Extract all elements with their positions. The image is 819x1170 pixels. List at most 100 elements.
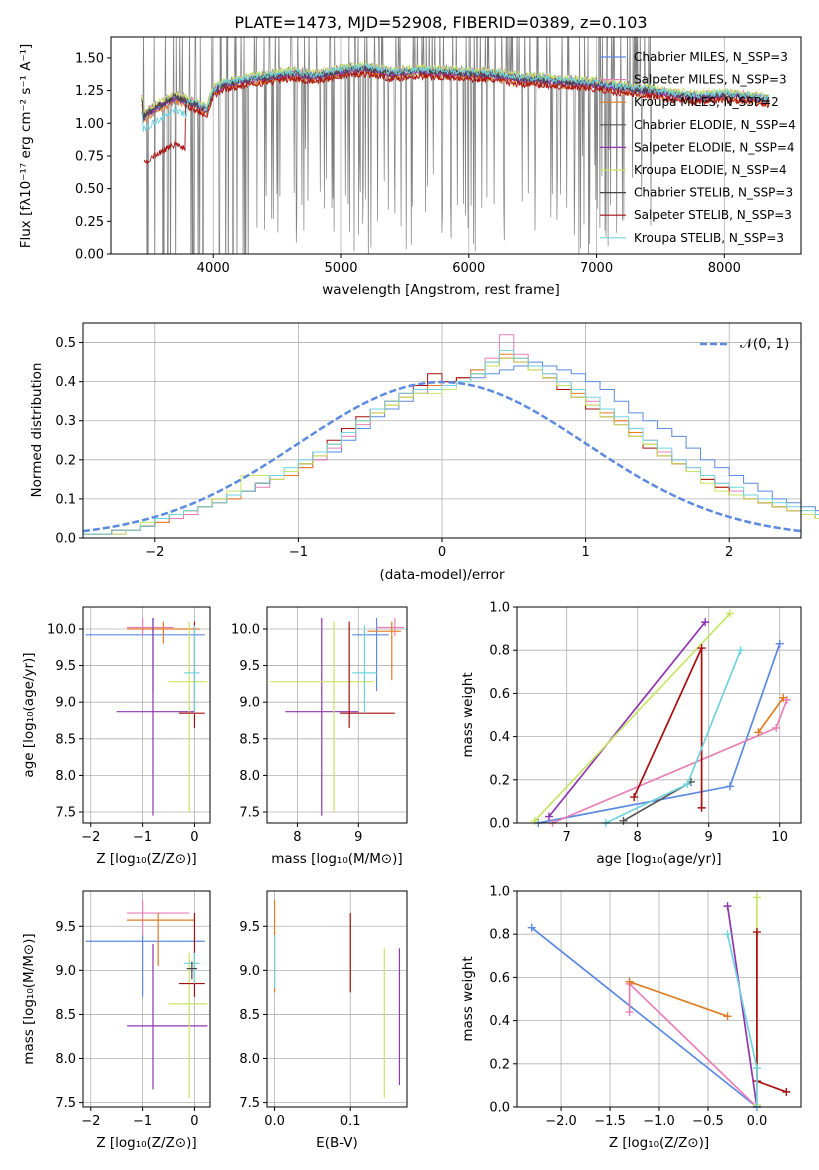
weight-age-plus-marker [754, 728, 763, 737]
weight-age-xlabel: age [log₁₀(age/yr)] [596, 851, 721, 867]
spectrum-xtick-label: 5000 [324, 261, 357, 276]
histogram-xtick-label: 2 [725, 545, 733, 560]
weight-z-xtick-label: −1.5 [594, 1114, 626, 1129]
weight-age-plus-marker [697, 803, 706, 812]
weight-age-plus-marker [726, 782, 734, 791]
weight-z-ytick-label: 1.0 [489, 885, 510, 900]
weight-age-plus-marker [697, 644, 706, 653]
histogram-xtick-label: −2 [145, 545, 164, 560]
weight-z-plus-marker [723, 930, 732, 939]
weight-z-ytick-label: 0.4 [489, 1014, 510, 1029]
mass-ebv-xtick-label: 0.0 [264, 1114, 285, 1129]
spectrum-xtick-label: 8000 [708, 261, 741, 276]
mass-ebv-ytick-label: 7.5 [239, 1096, 260, 1111]
histogram-xlabel: (data-model)/error [379, 567, 505, 583]
weight-age-plus-marker [701, 618, 710, 627]
histogram-legend: 𝒩(0, 1) [700, 336, 789, 352]
legend-label: Salpeter ELODIE, N_SSP=4 [634, 140, 795, 154]
weight-age-plus-marker [775, 639, 784, 648]
mass-ebv-ytick-label: 8.5 [239, 1008, 260, 1023]
weight-z-ytick-label: 0.8 [489, 928, 510, 943]
weight-z-axes-frame [516, 890, 802, 1108]
weight-z-xtick-label: −1.0 [643, 1114, 675, 1129]
age-z-axes-frame [82, 606, 211, 824]
weight-age-series-line [548, 621, 706, 818]
age-z-xtick-label: −2 [81, 830, 100, 845]
weight-z-series-line [531, 927, 758, 1108]
weight-age-ytick-label: 0.0 [489, 817, 510, 832]
mass-z-xtick-label: 0 [190, 1114, 198, 1129]
weight-age-series-line [538, 643, 781, 824]
weight-age-plus-marker [772, 723, 781, 732]
weight-z-xtick-label: 0.0 [747, 1114, 768, 1129]
age-z-ytick-label: 9.0 [55, 696, 76, 711]
normal-curve [82, 380, 802, 533]
spectrum-ytick-label: 1.50 [75, 51, 104, 66]
weight-z-lines [527, 893, 791, 1111]
weight-z-plus-marker [723, 902, 732, 911]
weight-z-xtick-label: −0.5 [692, 1114, 724, 1129]
age-mass-ytick-label: 8.0 [239, 769, 260, 784]
weight-age-xtick-label: 9 [705, 830, 713, 845]
weight-z-plus-marker [723, 1012, 732, 1021]
mass-ebv-ytick-label: 9.0 [239, 964, 260, 979]
age-mass-axes-frame [266, 606, 408, 824]
histograms [82, 334, 819, 538]
weight-z-plus-marker [625, 1007, 634, 1016]
weight-z-ytick-label: 0.2 [489, 1057, 510, 1072]
age-z-points [85, 617, 208, 816]
model-spectrum-line [141, 66, 770, 122]
histogram-xtick-label: 1 [581, 545, 589, 560]
mass-z-ytick-label: 9.0 [55, 964, 76, 979]
weight-z-grid [517, 890, 801, 1108]
model-spectrum-line [143, 69, 770, 165]
mass-z-grid [83, 891, 210, 1107]
mass-ebv-grid [267, 891, 407, 1107]
mass-ebv-points [273, 899, 401, 1099]
legend-label: Salpeter MILES, N_SSP=3 [634, 73, 787, 87]
weight-z-series-line [629, 980, 728, 1018]
age-mass-ytick-label: 7.5 [239, 806, 260, 821]
age-mass-ytick-label: 9.0 [239, 696, 260, 711]
mass-z-axes-frame [82, 890, 211, 1108]
histogram-ytick-label: 0.3 [55, 414, 76, 429]
spectrum-xtick-label: 6000 [452, 261, 485, 276]
age-z-grid [83, 607, 210, 823]
weight-age-lines [530, 609, 791, 827]
mass-z-xtick-label: −1 [133, 1114, 152, 1129]
weight-age-ytick-label: 0.4 [489, 730, 510, 745]
mass-ebv-xlabel: E(B-V) [316, 1135, 358, 1151]
mass-z-ytick-label: 9.5 [55, 920, 76, 935]
weight-age-ytick-label: 0.8 [489, 644, 510, 659]
legend-label: Kroupa MILES, N_SSP=2 [634, 95, 779, 109]
legend-label: Kroupa STELIB, N_SSP=3 [634, 231, 784, 245]
weight-age-xtick-label: 8 [634, 830, 642, 845]
histogram-ytick-label: 0.0 [55, 532, 76, 547]
legend-label: Chabrier STELIB, N_SSP=3 [634, 186, 793, 200]
age-vs-mass-panel: 8 9 7.5 8.0 8.5 9.0 9.5 10.0 mass [log₁₀(M/M⊙)] [231, 606, 408, 867]
histogram-step-line [82, 334, 819, 538]
age-z-xtick-label: 0 [190, 830, 198, 845]
age-mass-ytick-label: 8.5 [239, 732, 260, 747]
weight-z-plus-marker [625, 977, 634, 986]
histogram-ytick-label: 0.5 [55, 336, 76, 351]
weight-age-series-line [757, 697, 784, 733]
histogram-step-line [82, 349, 819, 538]
weight-z-plus-marker [782, 1087, 791, 1096]
mass-z-xtick-label: −2 [81, 1114, 100, 1129]
weight-age-series-line [534, 612, 731, 822]
legend-label: Chabrier MILES, N_SSP=3 [634, 50, 788, 64]
spectrum-ytick-label: 0.00 [75, 248, 104, 263]
age-mass-xtick-label: 8 [293, 830, 301, 845]
age-z-ytick-label: 8.5 [55, 732, 76, 747]
spectrum-axes-frame [110, 36, 802, 255]
spectrum-tick-labels: 4000 5000 6000 7000 8000 0.00 0.25 0.50 0.75 1.00… [75, 51, 741, 276]
weight-z-plus-marker [752, 893, 761, 902]
age-mass-ytick-label: 10.0 [231, 622, 260, 637]
weight-age-plus-marker [683, 780, 692, 789]
spectrum-ytick-label: 0.50 [75, 182, 104, 197]
histogram-tick-labels: −2 −1 0 1 2 0.0 0.1 0.2 0.3 0.4 0.5 [55, 336, 733, 560]
residual-histogram-panel: −2 −1 0 1 2 0.0 0.1 0.2 0.3 0.4 0.5 (data-model)/e… [29, 322, 819, 583]
model-spectrum-line [141, 63, 770, 132]
